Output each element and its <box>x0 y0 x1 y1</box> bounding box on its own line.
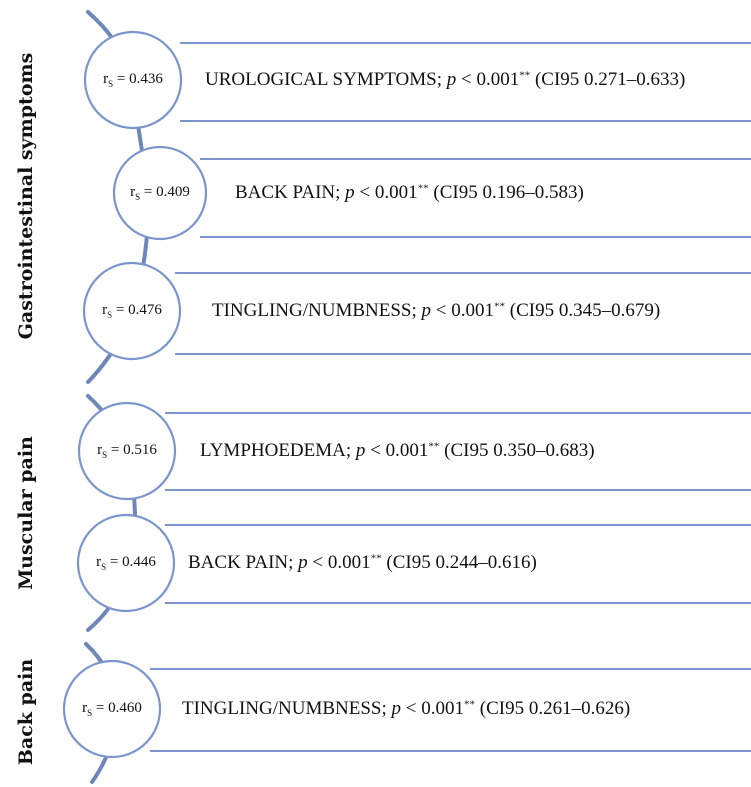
row-name: BACK PAIN <box>235 182 336 203</box>
row-name: TINGLING/NUMBNESS <box>182 698 382 719</box>
row-text-4: LYMPHOEDEMA; p < 0.001** (CI95 0.350–0.6… <box>200 440 595 461</box>
group-label-gastrointestinal: Gastrointestinal symptoms <box>15 52 37 340</box>
rs-circle-4 <box>77 401 177 501</box>
rs-value-2: rS = 0.409 <box>130 184 190 202</box>
row-frame-3 <box>175 272 751 355</box>
rs-value-1: rS = 0.436 <box>103 71 163 89</box>
row-frame-1 <box>180 42 751 122</box>
rs-circle-3 <box>82 261 182 361</box>
rs-value-4: rS = 0.516 <box>97 442 157 460</box>
rs-circle-5 <box>76 513 176 613</box>
row-text-2: BACK PAIN; p < 0.001** (CI95 0.196–0.583… <box>235 182 584 203</box>
row-name: LYMPHOEDEMA <box>200 440 346 461</box>
group-label-back-pain: Back pain <box>15 658 37 766</box>
row-name: BACK PAIN <box>188 552 289 573</box>
row-name: TINGLING/NUMBNESS <box>212 300 412 321</box>
row-frame-2 <box>200 158 751 238</box>
row-text-6: TINGLING/NUMBNESS; p < 0.001** (CI95 0.2… <box>182 698 631 719</box>
row-text-3: TINGLING/NUMBNESS; p < 0.001** (CI95 0.3… <box>212 300 661 321</box>
rs-value-5: rS = 0.446 <box>96 554 156 572</box>
rs-circle-2 <box>112 145 208 241</box>
row-text-1: UROLOGICAL SYMPTOMS; p < 0.001** (CI95 0… <box>205 69 686 90</box>
rs-value-3: rS = 0.476 <box>102 302 162 320</box>
row-text-5: BACK PAIN; p < 0.001** (CI95 0.244–0.616… <box>188 552 537 573</box>
row-frame-4 <box>165 412 751 491</box>
group-label-muscular-pain: Muscular pain <box>15 436 37 590</box>
row-name: UROLOGICAL SYMPTOMS <box>205 69 437 90</box>
rs-circle-1 <box>83 30 183 130</box>
row-frame-6 <box>150 668 751 752</box>
rs-circle-6 <box>62 659 162 759</box>
rs-value-6: rS = 0.460 <box>82 700 142 718</box>
row-frame-5 <box>165 524 751 604</box>
